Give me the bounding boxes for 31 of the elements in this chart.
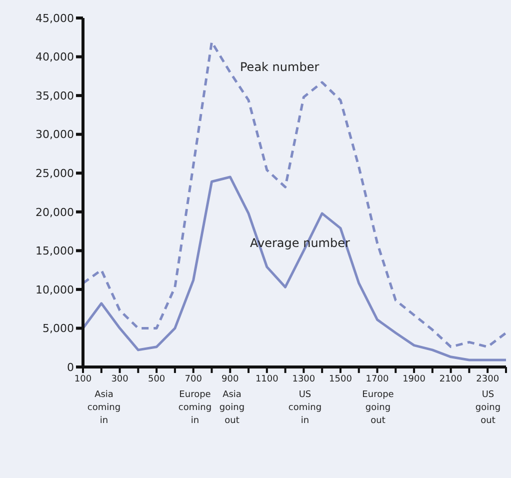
x-tick-label: 1700 <box>366 374 389 384</box>
line-series <box>83 176 506 362</box>
text: Europe coming in <box>177 389 213 428</box>
y-tick-label: 25,000 <box>36 167 74 180</box>
x-tick-label: 900 <box>222 374 239 384</box>
text: Asia coming in <box>86 389 122 428</box>
x-tick-label: 2100 <box>439 374 463 384</box>
series-label: Average number <box>250 236 350 250</box>
text: Europe going out <box>361 389 395 428</box>
series-label: Peak number <box>240 60 320 74</box>
x-tick-label: 1100 <box>255 374 279 384</box>
y-tick-label: 35,000 <box>36 89 74 102</box>
text: US going out <box>474 389 502 428</box>
x-tick-label: 1300 <box>292 374 316 384</box>
text: US coming in <box>287 389 323 428</box>
y-tick-label: 20,000 <box>36 206 74 219</box>
x-tick-label: 1500 <box>329 374 352 384</box>
x-tick-label: 2300 <box>476 374 500 384</box>
x-tick-label: 500 <box>148 374 166 384</box>
y-tick-label: 10,000 <box>36 283 74 296</box>
y-tick-label: 30,000 <box>36 128 74 142</box>
y-tick-label: 5,000 <box>42 322 74 336</box>
x-tick-label: 1900 <box>402 374 426 384</box>
x-tick-label: 300 <box>111 374 129 384</box>
y-tick-label: 45,000 <box>36 12 74 25</box>
x-tick-label: 100 <box>74 374 92 384</box>
y-tick-label: 15,000 <box>36 244 74 258</box>
line-series <box>83 40 506 348</box>
x-tick-label: 700 <box>184 374 202 384</box>
y-tick-label: 0 <box>67 360 74 374</box>
y-tick-label: 40,000 <box>36 50 74 64</box>
